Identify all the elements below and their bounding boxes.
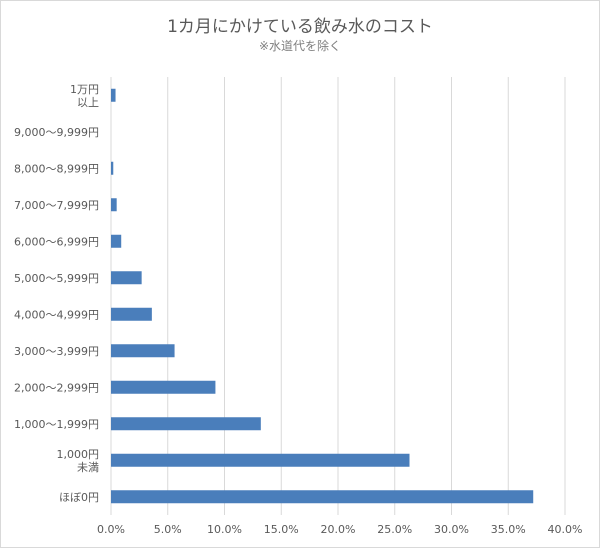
bar <box>111 344 175 358</box>
x-tick-label: 35.0% <box>491 523 526 536</box>
bar <box>111 417 261 431</box>
bar <box>111 453 410 467</box>
category-label: 未満 <box>77 461 99 474</box>
category-label: 2,000～2,999円 <box>14 381 99 394</box>
chart-subtitle: ※水道代を除く <box>258 39 342 53</box>
category-label: ほぼ0円 <box>59 491 99 504</box>
bar <box>111 161 114 175</box>
x-tick-label: 5.0% <box>154 523 182 536</box>
category-label: 7,000～7,999円 <box>14 199 99 212</box>
category-label: 6,000～6,999円 <box>14 235 99 248</box>
bar <box>111 271 142 285</box>
x-tick-label: 10.0% <box>207 523 242 536</box>
bar <box>111 198 117 212</box>
category-label: 1,000～1,999円 <box>14 418 99 431</box>
category-label: 8,000～8,999円 <box>14 162 99 175</box>
category-label: 以上 <box>77 96 99 109</box>
bar <box>111 307 152 321</box>
category-label: 5,000～5,999円 <box>14 272 99 285</box>
bar <box>111 380 216 394</box>
bar <box>111 490 534 504</box>
category-label: 4,000～4,999円 <box>14 308 99 321</box>
bar <box>111 88 116 102</box>
x-tick-label: 25.0% <box>377 523 412 536</box>
category-label: 3,000～3,999円 <box>14 345 99 358</box>
x-tick-label: 0.0% <box>97 523 125 536</box>
category-label: 1,000円 <box>57 448 100 461</box>
category-label: 9,000～9,999円 <box>14 126 99 139</box>
category-label: 1万円 <box>70 83 99 96</box>
chart-title: 1カ月にかけている飲み水のコスト <box>167 17 433 37</box>
bar <box>111 234 122 248</box>
x-tick-label: 30.0% <box>434 523 469 536</box>
x-tick-label: 20.0% <box>321 523 356 536</box>
x-tick-label: 40.0% <box>548 523 583 536</box>
x-tick-label: 15.0% <box>264 523 299 536</box>
